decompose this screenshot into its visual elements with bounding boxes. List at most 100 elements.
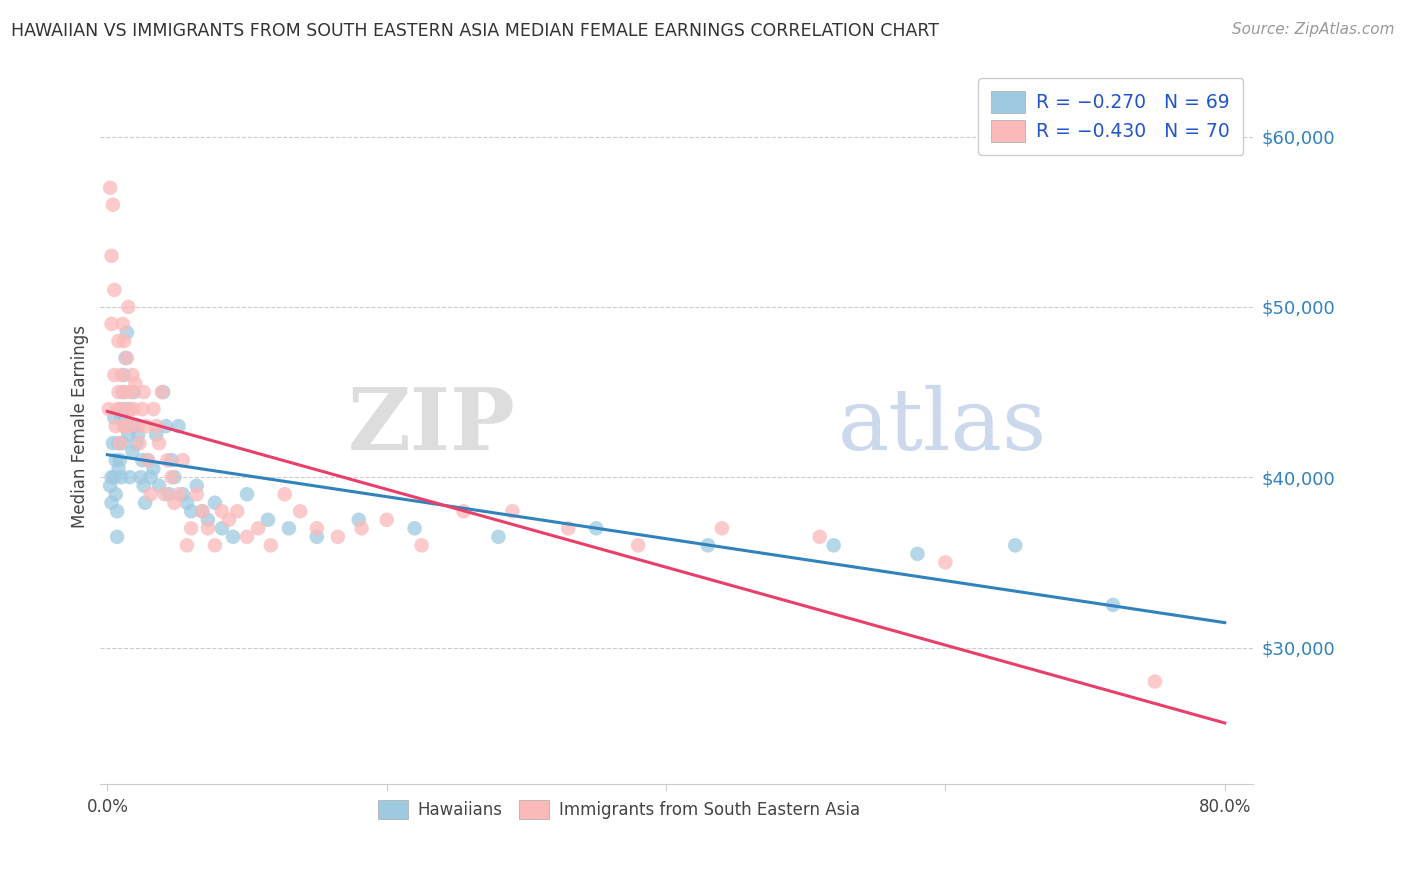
Point [134, 496, 156, 510]
Point [110, 402, 132, 417]
Point [145, 419, 167, 434]
Point [404, 521, 426, 535]
Point [305, 530, 328, 544]
Point [115, 326, 138, 340]
Point [180, 504, 202, 518]
Point [1004, 538, 1026, 552]
Point [100, 496, 122, 510]
Point [111, 385, 134, 400]
Point [124, 419, 146, 434]
Point [118, 470, 141, 484]
Point [103, 470, 125, 484]
Point [204, 538, 226, 552]
Point [114, 351, 136, 365]
Point [132, 385, 155, 400]
Point [155, 419, 177, 434]
Point [98, 479, 121, 493]
Point [347, 513, 370, 527]
Point [153, 487, 176, 501]
Y-axis label: Median Female Earnings: Median Female Earnings [72, 325, 89, 528]
Point [375, 513, 398, 527]
Point [122, 402, 145, 417]
Point [103, 368, 125, 382]
Point [100, 317, 122, 331]
Text: HAWAIIAN VS IMMIGRANTS FROM SOUTH EASTERN ASIA MEDIAN FEMALE EARNINGS CORRELATIO: HAWAIIAN VS IMMIGRANTS FROM SOUTH EASTER… [11, 22, 939, 40]
Point [557, 521, 579, 535]
Point [101, 436, 124, 450]
Point [411, 538, 433, 552]
Point [98, 180, 121, 194]
Point [125, 436, 148, 450]
Point [117, 419, 139, 434]
Point [180, 521, 202, 535]
Point [163, 496, 186, 510]
Point [108, 436, 131, 450]
Point [111, 317, 134, 331]
Point [197, 513, 219, 527]
Point [1143, 674, 1166, 689]
Point [172, 453, 194, 467]
Point [110, 470, 132, 484]
Point [176, 496, 198, 510]
Point [236, 487, 259, 501]
Point [110, 368, 132, 382]
Point [627, 538, 650, 552]
Point [121, 444, 143, 458]
Point [139, 470, 162, 484]
Point [453, 504, 475, 518]
Point [128, 436, 150, 450]
Point [131, 402, 153, 417]
Point [156, 453, 179, 467]
Point [488, 530, 510, 544]
Point [112, 419, 135, 434]
Point [107, 461, 129, 475]
Point [120, 385, 142, 400]
Point [142, 402, 165, 417]
Point [117, 300, 139, 314]
Point [135, 419, 157, 434]
Point [274, 487, 297, 501]
Point [111, 436, 134, 450]
Point [191, 504, 214, 518]
Point [176, 538, 198, 552]
Point [142, 461, 165, 475]
Point [163, 470, 186, 484]
Point [808, 530, 831, 544]
Point [107, 436, 129, 450]
Point [326, 530, 349, 544]
Point [105, 504, 128, 518]
Point [191, 504, 214, 518]
Point [103, 283, 125, 297]
Point [1102, 598, 1125, 612]
Point [211, 521, 233, 535]
Point [112, 334, 135, 348]
Point [107, 385, 129, 400]
Point [150, 385, 173, 400]
Point [129, 470, 152, 484]
Point [108, 453, 131, 467]
Point [97, 402, 120, 417]
Point [148, 479, 170, 493]
Point [104, 419, 127, 434]
Point [247, 521, 270, 535]
Point [257, 513, 280, 527]
Point [148, 436, 170, 450]
Point [121, 368, 143, 382]
Point [222, 530, 245, 544]
Point [100, 249, 122, 263]
Point [127, 419, 149, 434]
Point [934, 555, 956, 569]
Point [823, 538, 845, 552]
Text: atlas: atlas [838, 384, 1047, 467]
Legend: Hawaiians, Immigrants from South Eastern Asia: Hawaiians, Immigrants from South Eastern… [371, 793, 868, 825]
Point [305, 521, 328, 535]
Point [114, 402, 136, 417]
Point [277, 521, 299, 535]
Point [108, 402, 131, 417]
Point [197, 521, 219, 535]
Point [131, 453, 153, 467]
Point [132, 479, 155, 493]
Point [236, 530, 259, 544]
Point [114, 385, 136, 400]
Point [101, 198, 124, 212]
